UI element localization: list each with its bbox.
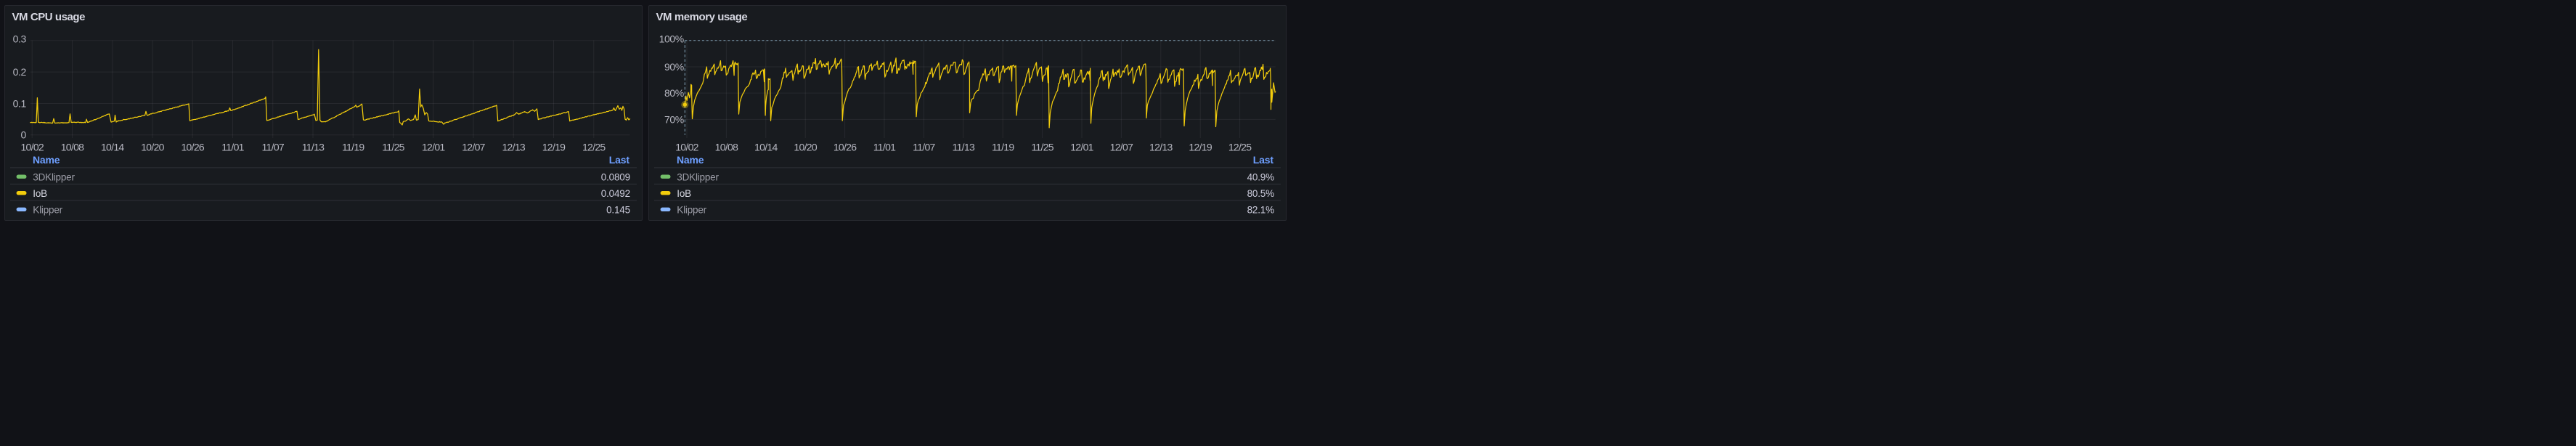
- svg-text:12/19: 12/19: [1189, 142, 1212, 153]
- svg-text:90%: 90%: [664, 61, 683, 73]
- svg-text:10/14: 10/14: [100, 142, 123, 153]
- svg-text:70%: 70%: [664, 113, 683, 125]
- svg-text:3DKlipper: 3DKlipper: [33, 171, 75, 182]
- svg-text:11/13: 11/13: [952, 142, 974, 153]
- svg-text:12/07: 12/07: [462, 142, 485, 153]
- svg-text:10/26: 10/26: [181, 142, 204, 153]
- svg-text:12/01: 12/01: [1070, 142, 1093, 153]
- svg-text:IoB: IoB: [33, 188, 47, 199]
- svg-text:11/19: 11/19: [991, 142, 1014, 153]
- svg-text:0: 0: [20, 129, 26, 141]
- svg-text:3DKlipper: 3DKlipper: [677, 171, 719, 182]
- svg-text:10/08: 10/08: [714, 142, 738, 153]
- svg-text:11/19: 11/19: [342, 142, 364, 153]
- svg-text:10/20: 10/20: [794, 142, 817, 153]
- svg-text:0.1: 0.1: [12, 97, 26, 109]
- svg-text:10/08: 10/08: [60, 142, 83, 153]
- svg-text:0.3: 0.3: [12, 33, 26, 44]
- svg-text:11/01: 11/01: [873, 142, 895, 153]
- svg-text:11/25: 11/25: [382, 142, 404, 153]
- svg-text:12/01: 12/01: [421, 142, 444, 153]
- svg-text:Name: Name: [677, 154, 704, 166]
- svg-text:80.5%: 80.5%: [1247, 188, 1273, 199]
- svg-text:11/13: 11/13: [301, 142, 324, 153]
- svg-text:10/26: 10/26: [833, 142, 856, 153]
- svg-text:11/07: 11/07: [261, 142, 284, 153]
- svg-text:12/13: 12/13: [502, 142, 525, 153]
- svg-text:0.145: 0.145: [606, 204, 630, 215]
- svg-text:Last: Last: [1252, 154, 1273, 166]
- svg-text:Name: Name: [33, 154, 60, 166]
- svg-text:11/01: 11/01: [221, 142, 244, 153]
- svg-text:12/19: 12/19: [542, 142, 565, 153]
- svg-text:12/25: 12/25: [1228, 142, 1251, 153]
- svg-text:0.0492: 0.0492: [600, 188, 629, 199]
- svg-text:40.9%: 40.9%: [1247, 171, 1273, 182]
- svg-text:82.1%: 82.1%: [1247, 204, 1273, 215]
- svg-text:10/20: 10/20: [141, 142, 164, 153]
- svg-text:12/25: 12/25: [582, 142, 605, 153]
- svg-text:12/13: 12/13: [1149, 142, 1173, 153]
- svg-text:Klipper: Klipper: [33, 204, 62, 215]
- svg-text:10/14: 10/14: [754, 142, 778, 153]
- svg-text:11/07: 11/07: [913, 142, 935, 153]
- svg-text:10/02: 10/02: [20, 142, 44, 153]
- svg-text:12/07: 12/07: [1109, 142, 1133, 153]
- svg-text:11/25: 11/25: [1031, 142, 1053, 153]
- svg-text:10/02: 10/02: [675, 142, 698, 153]
- svg-text:Klipper: Klipper: [677, 204, 706, 215]
- svg-text:80%: 80%: [664, 87, 683, 99]
- svg-text:100%: 100%: [659, 33, 683, 44]
- svg-text:0.2: 0.2: [12, 66, 26, 78]
- svg-text:0.0809: 0.0809: [600, 171, 629, 182]
- svg-text:Last: Last: [608, 154, 629, 166]
- svg-text:IoB: IoB: [677, 188, 691, 199]
